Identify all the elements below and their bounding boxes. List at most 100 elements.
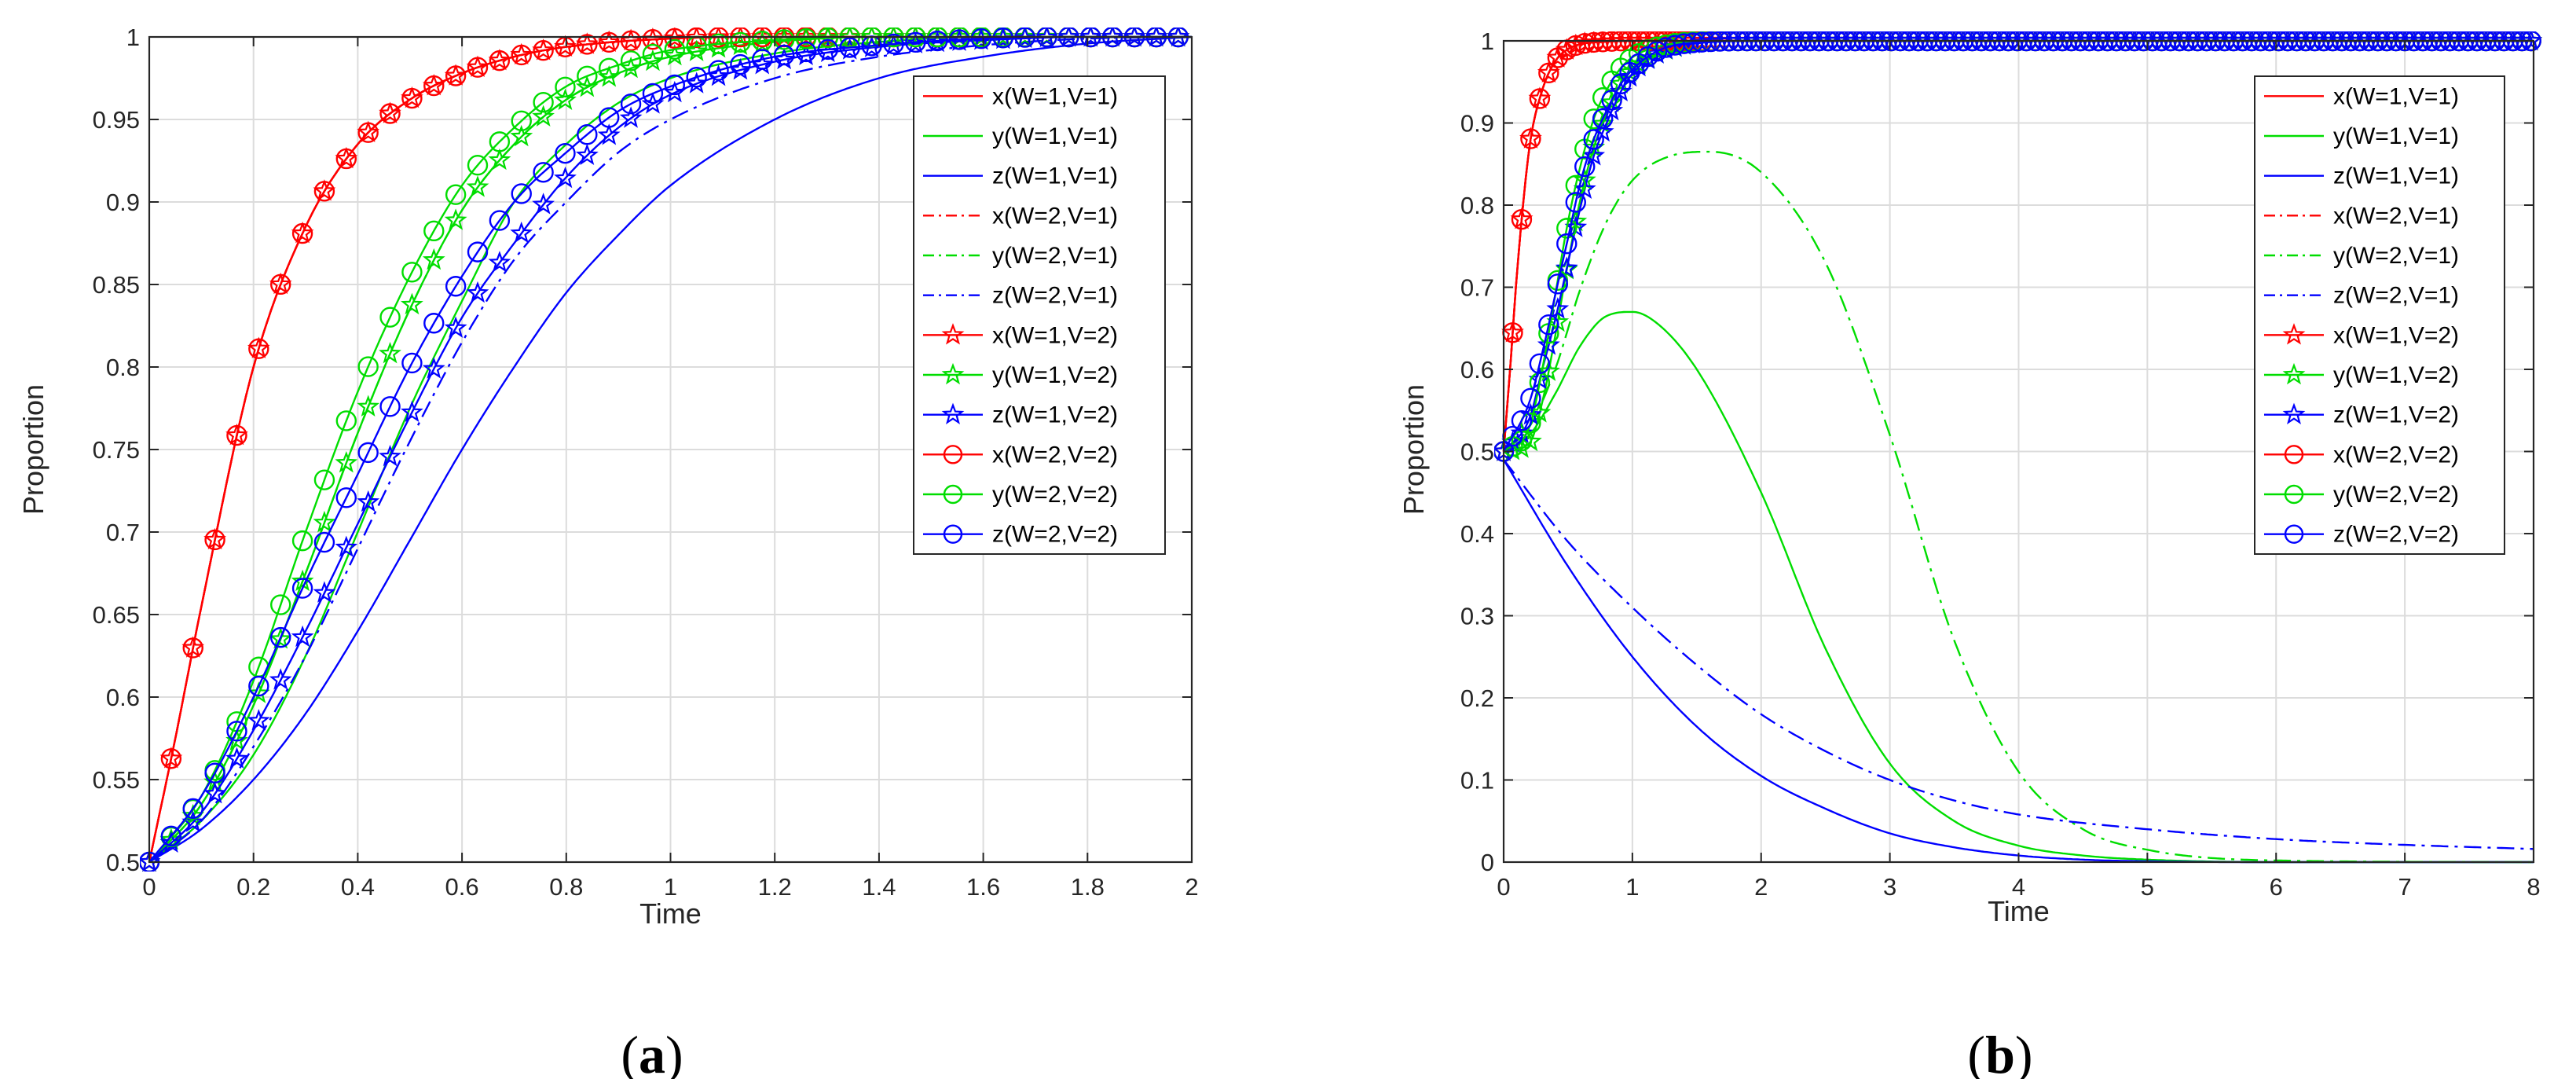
marker-circle-z(W=2,V=2) (664, 74, 686, 96)
legend-box (913, 75, 1166, 555)
marker-star-y(W=1,V=2) (422, 248, 445, 270)
marker-star-y(W=1,V=2) (357, 395, 380, 417)
marker-star-y(W=1,V=2) (1013, 28, 1037, 47)
marker-circle-x(W=2,V=2) (642, 29, 664, 50)
marker-circle-z(W=2,V=2) (817, 39, 839, 61)
x-tick-label: 1 (1625, 873, 1639, 901)
marker-circle-x(W=2,V=2) (226, 424, 247, 446)
legend-label: y(W=2,V=2) (992, 482, 1118, 508)
legend-marker-star (941, 362, 965, 385)
legend-label: x(W=1,V=2) (992, 322, 1118, 348)
y-tick-label: 1 (1481, 28, 1494, 55)
marker-star-y(W=1,V=2) (488, 148, 511, 171)
marker-star-y(W=1,V=2) (860, 28, 883, 47)
marker-star-y(W=1,V=2) (247, 681, 270, 703)
marker-star-z(W=1,V=2) (532, 193, 555, 215)
x-axis-label: Time (1988, 895, 2050, 927)
marker-star-z(W=1,V=2) (247, 709, 270, 731)
marker-circle-z(W=2,V=2) (182, 798, 203, 820)
marker-circle-z(W=2,V=2) (1565, 192, 1586, 213)
marker-star-z(W=1,V=2) (335, 535, 358, 557)
marker-circle-z(W=2,V=2) (1520, 387, 1541, 409)
legend-label: y(W=2,V=2) (2333, 482, 2459, 508)
marker-circle-z(W=2,V=2) (1529, 353, 1551, 375)
legend-marker-star (2282, 323, 2306, 345)
marker-star-z(W=1,V=2) (1573, 177, 1596, 200)
marker-star-y(W=1,V=2) (444, 208, 467, 230)
marker-circle-z(W=2,V=2) (423, 313, 445, 334)
legend-label: z(W=2,V=2) (2333, 522, 2459, 548)
marker-circle-z(W=2,V=2) (226, 721, 247, 742)
marker-star-x(W=1,V=2) (335, 146, 358, 169)
marker-circle-x(W=2,V=2) (248, 338, 269, 359)
marker-circle-z(W=2,V=2) (773, 44, 795, 66)
marker-circle-z(W=2,V=2) (905, 31, 926, 53)
marker-circle-z(W=2,V=2) (795, 41, 817, 63)
marker-star-x(W=1,V=2) (247, 336, 270, 358)
y-tick-label: 0.8 (106, 354, 140, 381)
marker-star-y(W=1,V=2) (181, 804, 205, 826)
marker-circle-x(W=2,V=2) (1511, 208, 1533, 230)
x-tick-label: 5 (2141, 873, 2154, 901)
y-tick-label: 0.4 (1460, 520, 1494, 548)
marker-star-x(W=1,V=2) (488, 48, 511, 71)
x-tick-label: 0.8 (549, 873, 583, 901)
marker-star-x(W=1,V=2) (401, 86, 423, 108)
marker-circle-z(W=2,V=2) (883, 33, 904, 55)
y-tick-label: 0.7 (1460, 274, 1494, 302)
marker-circle-y(W=2,V=2) (599, 57, 620, 79)
marker-circle-x(W=2,V=2) (313, 181, 335, 202)
marker-circle-x(W=2,V=2) (291, 222, 313, 244)
marker-star-z(W=1,V=2) (1057, 28, 1080, 47)
marker-star-z(W=1,V=2) (619, 106, 643, 128)
marker-star-x(W=1,V=2) (663, 28, 687, 49)
marker-circle-x(W=2,V=2) (204, 529, 225, 551)
legend-marker-circle (2284, 445, 2304, 464)
x-tick-label: 8 (2527, 873, 2540, 901)
marker-circle-y(W=2,V=2) (511, 110, 532, 132)
marker-star-x(W=1,V=2) (510, 42, 533, 65)
x-tick-label: 1.4 (862, 873, 896, 901)
marker-circle-z(W=2,V=2) (489, 210, 511, 231)
marker-star-z(W=1,V=2) (1582, 144, 1606, 166)
marker-star-z(W=1,V=2) (554, 166, 577, 189)
series-line-z(W=2,V=1) (1503, 459, 2534, 850)
marker-circle-z(W=2,V=2) (642, 83, 664, 105)
legend-label: x(W=2,V=1) (992, 203, 1118, 229)
marker-circle-y(W=2,V=2) (664, 39, 686, 61)
marker-circle-z(W=2,V=2) (599, 107, 620, 128)
x-tick-label: 1.2 (758, 873, 792, 901)
x-tick-label: 1.6 (966, 873, 1000, 901)
legend-label: z(W=1,V=2) (2333, 402, 2459, 428)
legend-marker-star (2282, 362, 2306, 385)
marker-star-x(W=1,V=2) (291, 221, 314, 244)
marker-circle-x(W=2,V=2) (511, 44, 532, 66)
marker-circle-y(W=2,V=2) (795, 28, 817, 50)
y-axis-label: Proportion (17, 384, 49, 515)
marker-star-z(W=1,V=2) (1537, 333, 1560, 355)
marker-circle-x(W=2,V=2) (599, 31, 620, 53)
marker-star-z(W=1,V=2) (663, 80, 687, 103)
marker-star-y(W=1,V=2) (575, 75, 599, 97)
marker-circle-y(W=2,V=2) (335, 410, 357, 431)
marker-star-z(W=1,V=2) (947, 29, 971, 51)
marker-circle-y(W=2,V=2) (313, 469, 335, 490)
marker-star-z(W=1,V=2) (379, 444, 401, 467)
legend-marker-circle (943, 524, 963, 544)
marker-star-x(W=1,V=2) (729, 28, 752, 47)
marker-star-y(W=1,V=2) (903, 28, 927, 47)
legend-label: x(W=2,V=2) (2333, 442, 2459, 468)
marker-star-z(W=1,V=2) (140, 850, 161, 872)
marker-star-z(W=1,V=2) (1101, 28, 1124, 47)
marker-star-z(W=1,V=2) (357, 490, 380, 512)
legend-label: y(W=1,V=1) (2333, 123, 2459, 149)
marker-circle-y(W=2,V=2) (467, 155, 489, 176)
series-line-y(W=2,V=1) (1503, 150, 2534, 864)
x-tick-label: 3 (1883, 873, 1896, 901)
marker-circle-z(W=2,V=2) (1574, 156, 1596, 178)
marker-circle-z(W=2,V=2) (839, 37, 860, 58)
marker-star-x(W=1,V=2) (597, 30, 621, 53)
x-tick-label: 1.8 (1071, 873, 1105, 901)
marker-circle-y(W=2,V=2) (291, 530, 313, 552)
marker-circle-y(W=2,V=2) (379, 306, 401, 328)
